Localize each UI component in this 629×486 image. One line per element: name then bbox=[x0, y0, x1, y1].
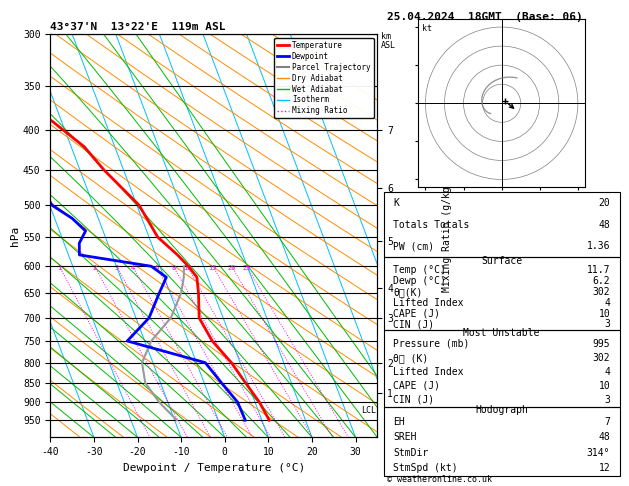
Text: 314°: 314° bbox=[587, 448, 610, 458]
Text: Lifted Index: Lifted Index bbox=[393, 367, 464, 377]
Text: 20: 20 bbox=[228, 264, 236, 271]
Text: 11.7: 11.7 bbox=[587, 265, 610, 275]
Text: LCL: LCL bbox=[361, 406, 376, 415]
Text: 4: 4 bbox=[604, 367, 610, 377]
Text: 4: 4 bbox=[604, 297, 610, 308]
Text: Temp (°C): Temp (°C) bbox=[393, 265, 446, 275]
Text: 6.2: 6.2 bbox=[593, 276, 610, 286]
Text: kt: kt bbox=[421, 24, 431, 33]
Text: 302: 302 bbox=[593, 353, 610, 363]
Text: SREH: SREH bbox=[393, 432, 416, 442]
Text: Most Unstable: Most Unstable bbox=[464, 328, 540, 338]
Text: θᴇ (K): θᴇ (K) bbox=[393, 353, 428, 363]
Text: 4: 4 bbox=[131, 264, 135, 271]
Text: 43°37'N  13°22'E  119m ASL: 43°37'N 13°22'E 119m ASL bbox=[50, 22, 226, 32]
Text: StmSpd (kt): StmSpd (kt) bbox=[393, 464, 458, 473]
Text: θᴇ(K): θᴇ(K) bbox=[393, 287, 423, 297]
Y-axis label: hPa: hPa bbox=[10, 226, 20, 246]
Text: 48: 48 bbox=[598, 432, 610, 442]
Text: 25: 25 bbox=[242, 264, 251, 271]
Text: CAPE (J): CAPE (J) bbox=[393, 381, 440, 391]
Text: © weatheronline.co.uk: © weatheronline.co.uk bbox=[387, 474, 492, 484]
Text: Dewp (°C): Dewp (°C) bbox=[393, 276, 446, 286]
Text: 1: 1 bbox=[57, 264, 62, 271]
Text: Lifted Index: Lifted Index bbox=[393, 297, 464, 308]
Text: 10: 10 bbox=[598, 381, 610, 391]
Text: Hodograph: Hodograph bbox=[475, 405, 528, 415]
Text: 8: 8 bbox=[171, 264, 175, 271]
Text: K: K bbox=[393, 198, 399, 208]
Text: 48: 48 bbox=[598, 220, 610, 230]
Text: 995: 995 bbox=[593, 339, 610, 349]
Text: Totals Totals: Totals Totals bbox=[393, 220, 469, 230]
Text: 2: 2 bbox=[92, 264, 97, 271]
Text: 12: 12 bbox=[598, 464, 610, 473]
Text: 10: 10 bbox=[183, 264, 191, 271]
Text: Pressure (mb): Pressure (mb) bbox=[393, 339, 469, 349]
Text: PW (cm): PW (cm) bbox=[393, 242, 434, 251]
Text: 6: 6 bbox=[154, 264, 159, 271]
Text: 20: 20 bbox=[598, 198, 610, 208]
Bar bbox=[384, 192, 620, 258]
Text: 7: 7 bbox=[604, 417, 610, 427]
Bar bbox=[384, 258, 620, 330]
Text: CAPE (J): CAPE (J) bbox=[393, 309, 440, 318]
Bar bbox=[384, 330, 620, 407]
Text: Surface: Surface bbox=[481, 256, 522, 266]
Text: CIN (J): CIN (J) bbox=[393, 319, 434, 330]
Text: 1.36: 1.36 bbox=[587, 242, 610, 251]
Text: 15: 15 bbox=[209, 264, 217, 271]
Bar bbox=[384, 407, 620, 476]
Text: km
ASL: km ASL bbox=[381, 32, 396, 50]
Text: 302: 302 bbox=[593, 287, 610, 297]
X-axis label: Dewpoint / Temperature (°C): Dewpoint / Temperature (°C) bbox=[123, 463, 305, 473]
Text: 10: 10 bbox=[598, 309, 610, 318]
Text: StmDir: StmDir bbox=[393, 448, 428, 458]
Text: CIN (J): CIN (J) bbox=[393, 395, 434, 405]
Text: 3: 3 bbox=[114, 264, 119, 271]
Y-axis label: Mixing Ratio (g/kg): Mixing Ratio (g/kg) bbox=[442, 180, 452, 292]
Text: EH: EH bbox=[393, 417, 405, 427]
Legend: Temperature, Dewpoint, Parcel Trajectory, Dry Adiabat, Wet Adiabat, Isotherm, Mi: Temperature, Dewpoint, Parcel Trajectory… bbox=[274, 38, 374, 119]
Text: 3: 3 bbox=[604, 319, 610, 330]
Text: 25.04.2024  18GMT  (Base: 06): 25.04.2024 18GMT (Base: 06) bbox=[387, 12, 582, 22]
Text: 3: 3 bbox=[604, 395, 610, 405]
